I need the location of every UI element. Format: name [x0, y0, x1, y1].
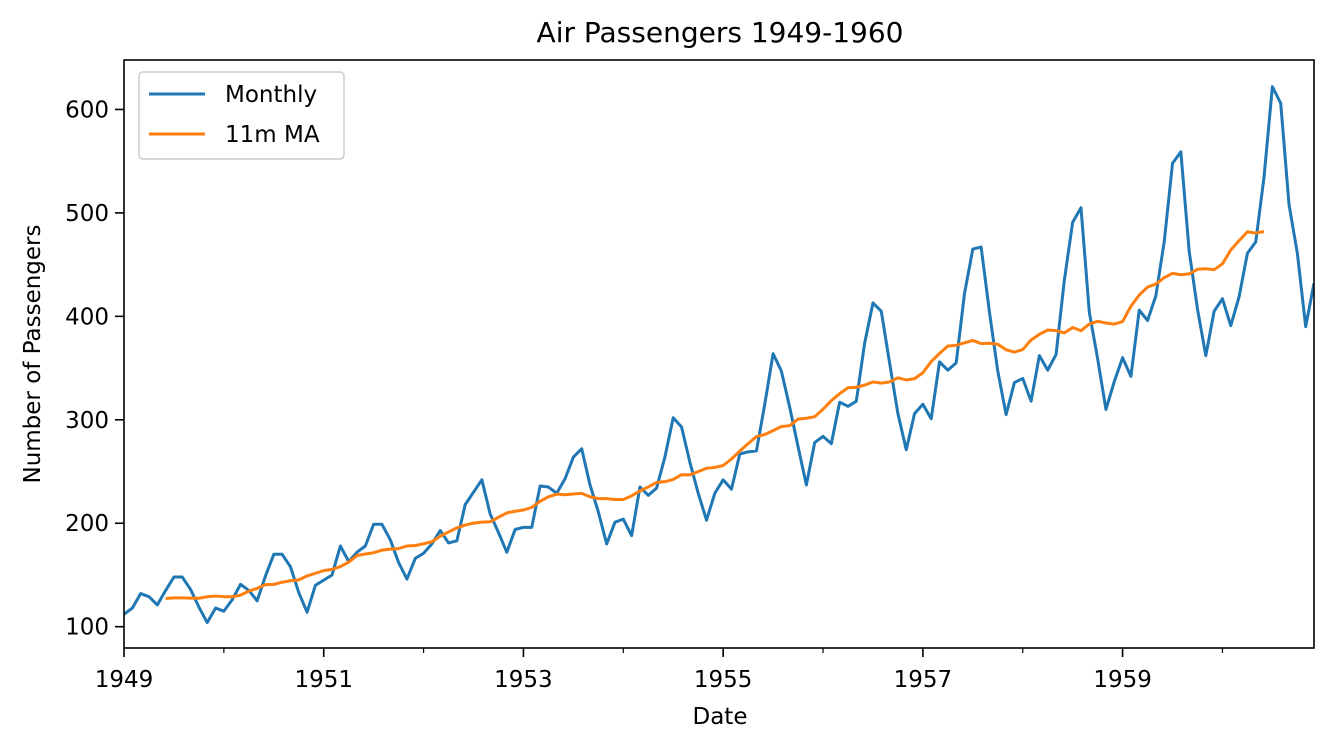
x-tick-label-1951: 1951 [294, 667, 353, 693]
legend-label-monthly: Monthly [225, 82, 317, 108]
y-tick-label-500: 500 [65, 201, 109, 227]
legend-label-11m-ma: 11m MA [225, 122, 320, 148]
x-axis: 1949 1951 1953 1955 1957 1959 [95, 648, 1224, 693]
series-line-monthly [124, 85, 1314, 625]
x-tick-label-1949: 1949 [95, 667, 154, 693]
series-line-11m-ma [165, 230, 1265, 600]
y-tick-label-400: 400 [65, 304, 109, 330]
y-tick-label-100: 100 [65, 615, 109, 641]
x-tick-label-1953: 1953 [494, 667, 553, 693]
y-tick-label-600: 600 [65, 97, 109, 123]
y-tick-label-200: 200 [65, 511, 109, 537]
legend: Monthly 11m MA [138, 71, 345, 160]
y-axis: 100 200 300 400 500 600 [65, 97, 124, 641]
plot-frame [123, 59, 1315, 649]
x-axis-label: Date [693, 704, 748, 730]
chart-title: Air Passengers 1949-1960 [537, 16, 904, 49]
x-tick-label-1957: 1957 [894, 667, 953, 693]
x-tick-label-1955: 1955 [694, 667, 753, 693]
series-layer [124, 85, 1314, 625]
x-tick-label-1959: 1959 [1093, 667, 1152, 693]
y-axis-label: Number of Passengers [20, 225, 46, 484]
y-tick-label-300: 300 [65, 408, 109, 434]
